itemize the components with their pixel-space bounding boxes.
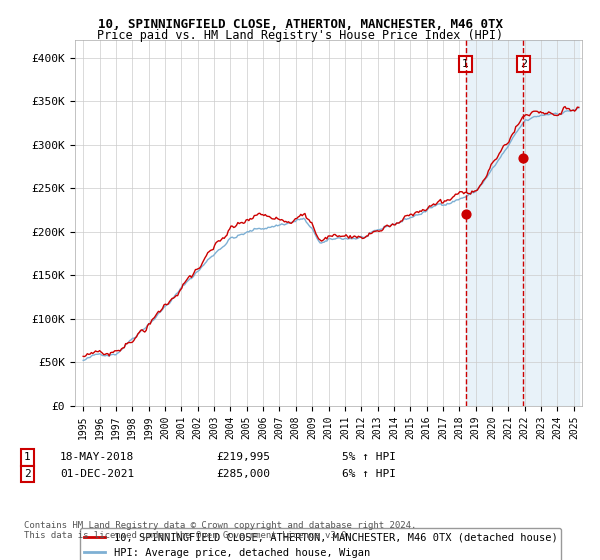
Point xyxy=(518,153,528,162)
Text: 5% ↑ HPI: 5% ↑ HPI xyxy=(342,452,396,463)
Text: 2: 2 xyxy=(520,59,527,69)
Text: 1: 1 xyxy=(462,59,469,69)
Text: 01-DEC-2021: 01-DEC-2021 xyxy=(60,469,134,479)
Text: 6% ↑ HPI: 6% ↑ HPI xyxy=(342,469,396,479)
Text: This data is licensed under the Open Government Licence v3.0.: This data is licensed under the Open Gov… xyxy=(24,531,352,540)
Text: 1: 1 xyxy=(24,452,31,463)
Legend: 10, SPINNINGFIELD CLOSE, ATHERTON, MANCHESTER, M46 0TX (detached house), HPI: Av: 10, SPINNINGFIELD CLOSE, ATHERTON, MANCH… xyxy=(80,528,562,560)
Text: 18-MAY-2018: 18-MAY-2018 xyxy=(60,452,134,463)
Text: Price paid vs. HM Land Registry's House Price Index (HPI): Price paid vs. HM Land Registry's House … xyxy=(97,29,503,42)
Text: £219,995: £219,995 xyxy=(216,452,270,463)
Point xyxy=(461,210,470,219)
Text: £285,000: £285,000 xyxy=(216,469,270,479)
Text: 10, SPINNINGFIELD CLOSE, ATHERTON, MANCHESTER, M46 0TX: 10, SPINNINGFIELD CLOSE, ATHERTON, MANCH… xyxy=(97,18,503,31)
Bar xyxy=(466,40,579,406)
Text: Contains HM Land Registry data © Crown copyright and database right 2024.: Contains HM Land Registry data © Crown c… xyxy=(24,521,416,530)
Text: 2: 2 xyxy=(24,469,31,479)
